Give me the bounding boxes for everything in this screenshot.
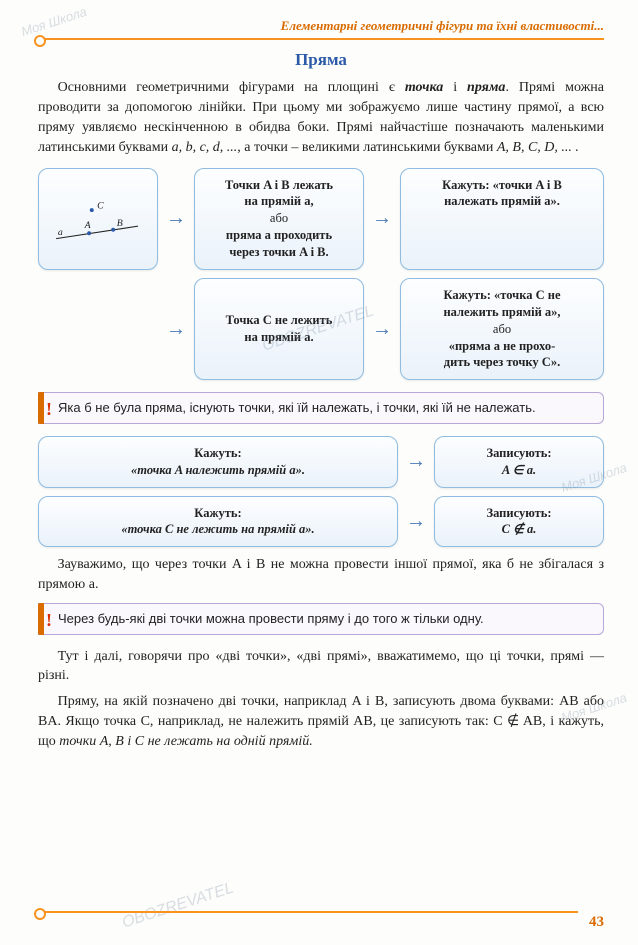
text: і <box>443 80 467 95</box>
text: C ∉ a. <box>502 522 537 536</box>
paragraph-2: Зауважимо, що через точки A і B не можна… <box>38 555 604 595</box>
term: пряма <box>467 80 505 95</box>
flow-box-3: Точка C не лежить на прямій a. <box>194 278 364 380</box>
geometry-diagram: C A B a <box>38 168 158 270</box>
emphasis: точки A, B і C не лежать на одній прямій… <box>59 734 312 749</box>
text: Кажуть: <box>194 446 241 460</box>
write-box: Записують: C ∉ a. <box>434 496 604 548</box>
page-title: Пряма <box>38 50 604 70</box>
spacer <box>38 278 158 380</box>
text: або <box>270 211 288 225</box>
exclamation-icon: ! <box>46 397 52 421</box>
flow-diagram: C A B a → Точки A і B лежать на прямій a… <box>38 168 604 381</box>
callout-2: ! Через будь-які дві точки можна провест… <box>38 603 604 635</box>
flow-box-4: Кажуть: «точка C не належить прямій a», … <box>400 278 604 380</box>
text: Точки A і B лежать <box>225 178 333 192</box>
text: або <box>493 322 511 336</box>
paragraph-1: Основними геометричними фігурами на площ… <box>38 78 604 158</box>
text: належить прямій a», <box>443 305 560 319</box>
paragraph-3: Тут і далі, говорячи про «дві точки», «д… <box>38 647 604 687</box>
text: на прямій a, <box>244 194 313 208</box>
text: «точка C не лежить на прямій a». <box>121 522 314 536</box>
divider-bottom <box>38 911 578 913</box>
callout-text: Через будь-які дві точки можна провести … <box>58 611 484 626</box>
page-number: 43 <box>589 914 604 931</box>
text: Кажуть: «точка C не <box>444 288 561 302</box>
arrow-icon: → <box>164 318 188 341</box>
paragraph-4: Пряму, на якій позначено дві точки, напр… <box>38 692 604 752</box>
text: A ∈ a. <box>502 463 536 477</box>
text: Кажуть: «точки A і B <box>442 178 562 192</box>
write-box: Записують: A ∈ a. <box>434 436 604 488</box>
flow-box-1: Точки A і B лежать на прямій a, або прям… <box>194 168 364 270</box>
text: належать прямій a». <box>444 194 560 208</box>
text: на прямій a. <box>244 330 313 344</box>
say-box: Кажуть: «точка C не лежить на прямій a». <box>38 496 398 548</box>
text: , а точки – великими латинськими буквами <box>237 140 497 155</box>
text: Кажуть: <box>194 506 241 520</box>
watermark: OBOZREVATEL <box>120 879 236 932</box>
svg-text:C: C <box>97 200 104 211</box>
svg-text:B: B <box>117 218 123 229</box>
text: «точка A належить прямій a». <box>131 463 305 477</box>
arrow-icon: → <box>370 318 394 341</box>
text: Основними геометричними фігурами на площ… <box>58 80 405 95</box>
text: Записують: <box>486 506 551 520</box>
svg-text:A: A <box>84 220 92 231</box>
text: пряма a проходить <box>226 228 332 242</box>
vars: a, b, c, d, ... <box>172 140 238 155</box>
notation-row-1: Кажуть: «точка A належить прямій a». → З… <box>38 436 604 488</box>
chapter-heading: Елементарні геометричні фігури та їхні в… <box>38 18 604 34</box>
text: дить через точку C». <box>444 355 560 369</box>
flow-box-2: Кажуть: «точки A і B належать прямій a». <box>400 168 604 270</box>
say-box: Кажуть: «точка A належить прямій a». <box>38 436 398 488</box>
divider-top <box>38 38 604 40</box>
arrow-icon: → <box>404 450 428 473</box>
exclamation-icon: ! <box>46 608 52 632</box>
term: точка <box>405 80 443 95</box>
vars: A, B, C, D, ... . <box>497 140 579 155</box>
svg-text:a: a <box>58 227 63 238</box>
text: Точка C не лежить <box>226 313 333 327</box>
callout-1: ! Яка б не була пряма, існують точки, як… <box>38 392 604 424</box>
text: «пряма a не прохо- <box>449 339 556 353</box>
text: Записують: <box>486 446 551 460</box>
arrow-icon: → <box>404 510 428 533</box>
arrow-icon: → <box>370 207 394 230</box>
callout-text: Яка б не була пряма, існують точки, які … <box>58 400 536 415</box>
text: через точки A і B. <box>229 245 328 259</box>
notation-row-2: Кажуть: «точка C не лежить на прямій a».… <box>38 496 604 548</box>
arrow-icon: → <box>164 207 188 230</box>
